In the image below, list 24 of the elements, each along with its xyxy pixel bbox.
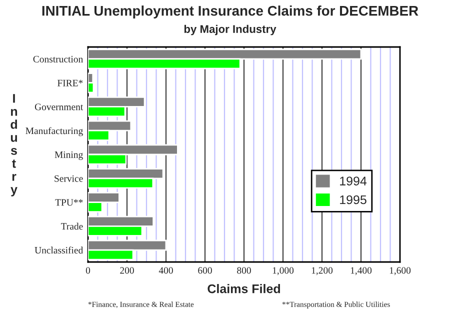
x-tick-label: 400 — [158, 267, 173, 274]
y-tick-label: Construction — [33, 56, 83, 62]
x-tick-label: 600 — [198, 267, 212, 274]
y-tick-label: Trade — [60, 222, 83, 230]
legend-label: 1994 — [340, 176, 367, 186]
x-tick-label: 0 — [86, 267, 90, 274]
x-tick-label: 1,400 — [350, 267, 372, 276]
y-tick-label: Service — [54, 175, 83, 182]
legend-label: 1995 — [340, 195, 366, 204]
chart-subtitle: by Major Industry — [184, 24, 276, 36]
y-tick-label: Unclassified — [34, 246, 84, 254]
y-axis-title: Industry — [10, 94, 18, 196]
y-tick-label: Government — [34, 104, 84, 110]
chart-title: INITIAL Unemployment Insurance Claims for DECEMBER — [42, 6, 418, 18]
y-tick-label: Mining — [54, 151, 83, 160]
x-tick-label: 800 — [237, 267, 251, 274]
x-tick-label: 200 — [120, 267, 134, 274]
y-tick-label: TPU** — [55, 199, 83, 206]
y-tick-label: FIRE* — [57, 80, 83, 86]
x-axis-title: Claims Filed — [208, 284, 280, 294]
y-tick-label: Manufacturing — [26, 127, 83, 136]
x-tick-label: 1,600 — [390, 267, 411, 276]
x-tick-label: 1,200 — [312, 267, 333, 276]
x-tick-label: 1,000 — [272, 267, 294, 276]
